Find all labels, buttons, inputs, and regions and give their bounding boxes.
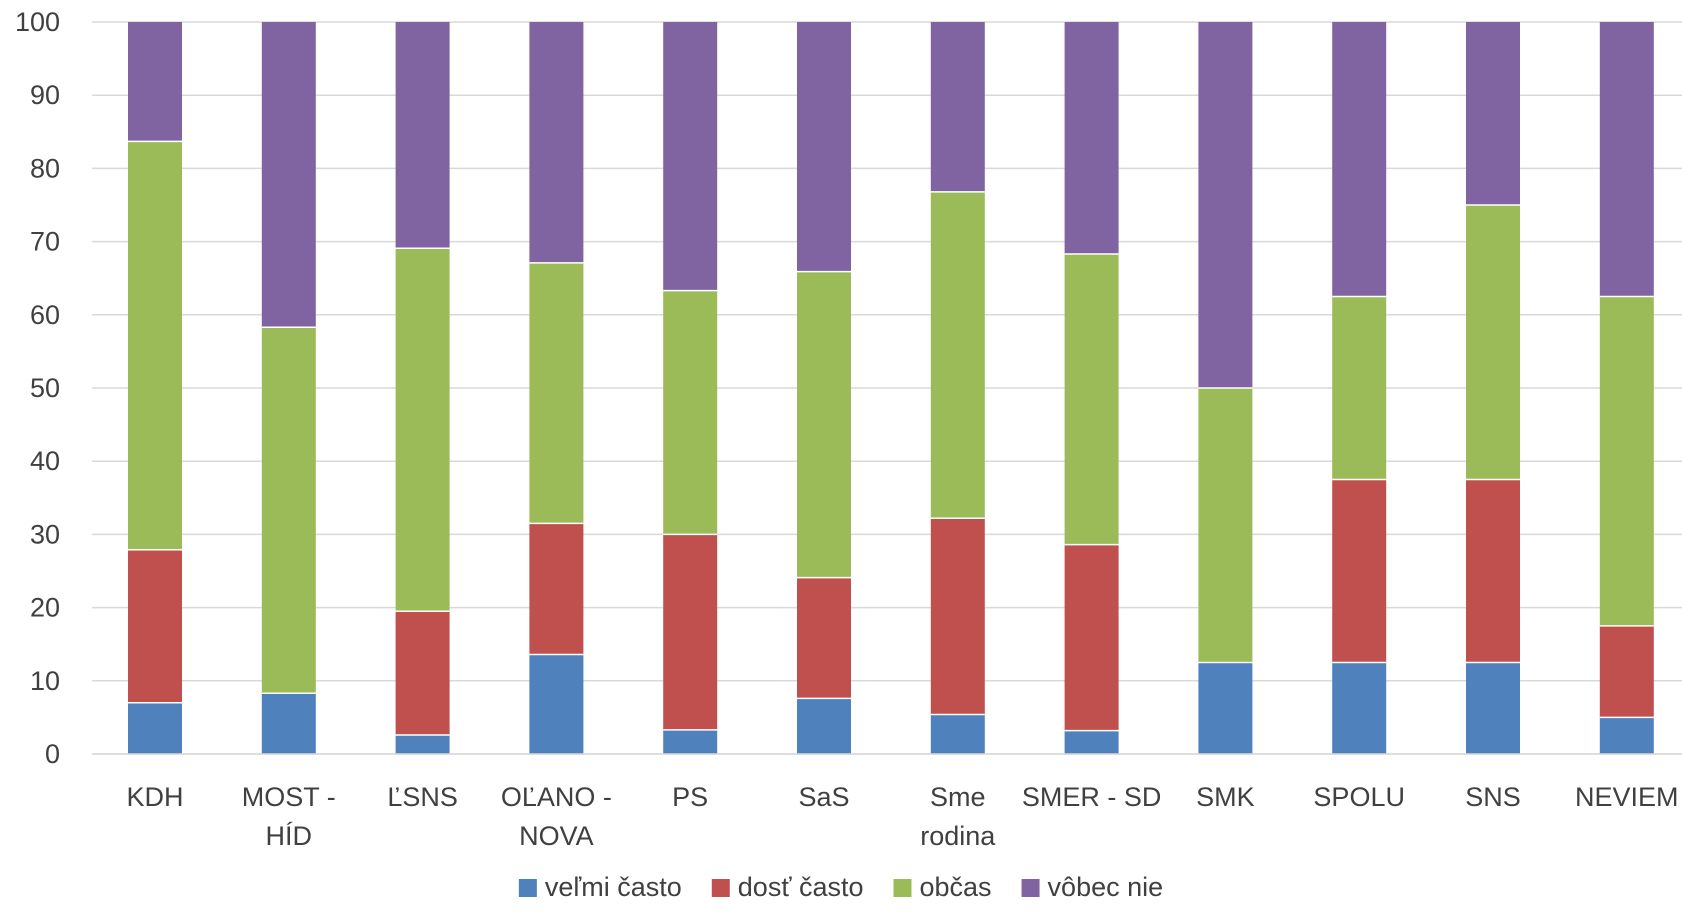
bar-segment: [529, 262, 584, 524]
x-tick-label: SMER - SD: [1022, 782, 1162, 812]
bar-segment: [529, 523, 584, 655]
bar-segment: [663, 534, 718, 730]
x-tick-label: HÍD: [266, 821, 313, 851]
bar-segment: [1599, 22, 1654, 297]
bar-segment: [1064, 22, 1119, 255]
legend: veľmi často dosť často občas vôbec nie: [518, 872, 1164, 902]
y-tick-label: 0: [45, 739, 60, 769]
bar-segment: [1064, 254, 1119, 545]
x-tick-label: SPOLU: [1313, 782, 1405, 812]
bar-segment: [128, 702, 182, 754]
x-tick-label: MOST -: [242, 782, 336, 812]
y-tick-label: 100: [15, 7, 60, 37]
bar-segment: [395, 22, 450, 249]
bar-segment: [1064, 730, 1119, 754]
bar-segment: [395, 611, 450, 735]
y-tick-label: 70: [30, 227, 60, 257]
x-tick-label: NEVIEM: [1575, 782, 1679, 812]
legend-item: občas: [893, 872, 992, 902]
x-tick-label: SNS: [1465, 782, 1521, 812]
bar-segment: [529, 654, 584, 754]
bar-segment: [261, 22, 316, 328]
bar-segment: [1466, 662, 1520, 754]
legend-label: dosť často: [738, 872, 864, 902]
bar-segment: [128, 549, 182, 703]
legend-swatch: [711, 879, 730, 897]
x-tick-label: KDH: [126, 782, 183, 812]
bar-segment: [1332, 296, 1387, 480]
gridlines: [92, 21, 1682, 755]
bar-segment: [1466, 22, 1520, 205]
bar-segment: [1599, 717, 1654, 754]
legend-swatch: [518, 879, 537, 897]
bar-segment: [1332, 662, 1387, 754]
y-tick-label: 30: [30, 519, 60, 549]
legend-swatch: [1021, 879, 1040, 897]
bar-segment: [1064, 544, 1119, 731]
x-axis: KDH MOST - HÍD ĽSNS OĽANO - NOVA PS SaS Sme rodin…: [92, 753, 1682, 851]
x-tick-label: ĽSNS: [387, 782, 458, 812]
bar-segment: [1332, 22, 1387, 297]
bar-segment: [1198, 388, 1253, 663]
y-tick-label: 40: [30, 446, 60, 476]
bar-segment: [797, 22, 851, 272]
bar-segment: [395, 734, 450, 754]
bar-segment: [1466, 205, 1520, 480]
x-tick-label: PS: [672, 782, 708, 812]
y-tick-label: 20: [30, 593, 60, 623]
bar-segment: [395, 248, 450, 612]
y-tick-label: 90: [30, 80, 60, 110]
bar-segment: [261, 693, 316, 754]
y-tick-label: 80: [30, 153, 60, 183]
y-tick-label: 10: [30, 666, 60, 696]
legend-item: veľmi často: [518, 872, 682, 902]
bar-segment: [930, 22, 985, 192]
bar-segment: [1466, 479, 1520, 663]
legend-label: občas: [919, 872, 991, 902]
x-tick-label: Sme: [930, 782, 986, 812]
bar-segment: [930, 518, 985, 715]
legend-item: vôbec nie: [1021, 872, 1164, 902]
x-tick-label: rodina: [920, 821, 996, 851]
x-tick-label: SMK: [1196, 782, 1255, 812]
bar-segment: [128, 141, 182, 550]
bar-segment: [261, 327, 316, 694]
bars: [128, 22, 1654, 754]
legend-item: dosť často: [711, 872, 864, 902]
bar-segment: [797, 698, 851, 754]
legend-label: vôbec nie: [1048, 872, 1164, 902]
bar-segment: [797, 577, 851, 699]
bar-segment: [663, 290, 718, 535]
bar-segment: [930, 714, 985, 754]
bar-segment: [663, 729, 718, 754]
bar-segment: [1198, 662, 1253, 754]
bar-segment: [663, 22, 718, 291]
bar-segment: [797, 271, 851, 578]
bar-segment: [1599, 296, 1654, 626]
y-axis: 0 10 20 30 40 50 60 70 80 90 100: [15, 7, 60, 769]
legend-label: veľmi často: [545, 872, 682, 902]
legend-swatch: [893, 879, 912, 897]
y-tick-label: 50: [30, 373, 60, 403]
bar-segment: [930, 191, 985, 519]
y-tick-label: 60: [30, 300, 60, 330]
bar-segment: [1198, 22, 1253, 388]
bar-segment: [128, 22, 182, 142]
x-tick-label: OĽANO -: [501, 782, 612, 812]
bar-segment: [529, 22, 584, 263]
bar-segment: [1332, 479, 1387, 663]
x-tick-label: NOVA: [519, 821, 594, 851]
x-tick-label: SaS: [798, 782, 849, 812]
bar-segment: [1599, 625, 1654, 718]
